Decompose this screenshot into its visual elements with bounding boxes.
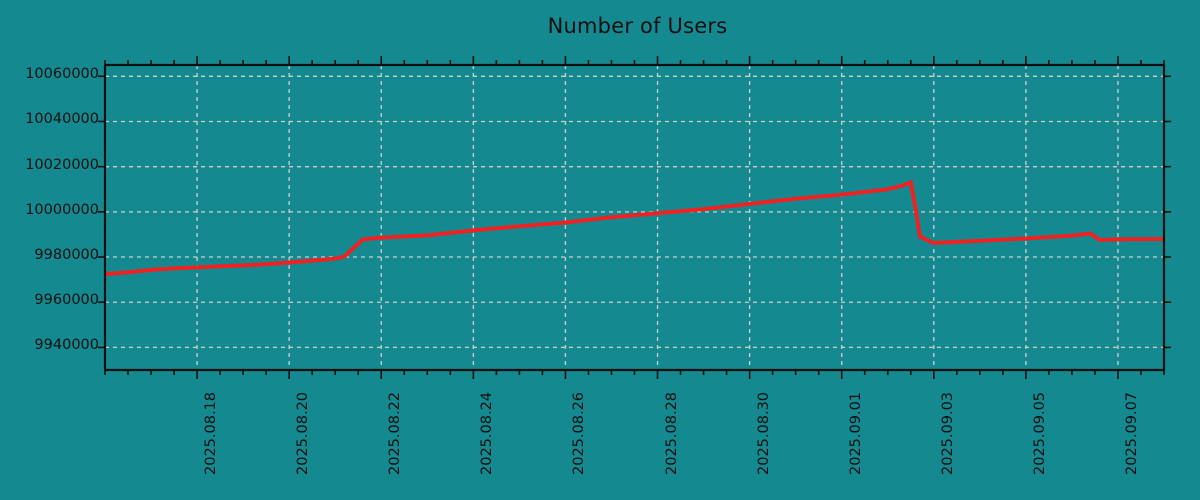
y-tick-label: 10000000 [25, 201, 99, 218]
x-tick-label: 2025.08.28 [663, 391, 680, 475]
data-line-number-of-users [104, 179, 1165, 276]
x-tick-label: 2025.08.24 [479, 391, 496, 475]
axis-spines [103, 63, 1166, 372]
y-tick-label: 9940000 [34, 337, 99, 354]
x-tick-label: 2025.09.03 [939, 391, 956, 475]
x-tick-label: 2025.08.20 [295, 391, 312, 475]
x-tick-label: 2025.08.18 [203, 391, 220, 475]
x-tick-label: 2025.09.05 [1031, 391, 1048, 475]
y-tick-label: 10020000 [25, 156, 99, 173]
y-axis-tick-labels: 9940000 9960000 9980000 10000000 10020000 100… [0, 0, 99, 500]
x-tick-label: 2025.09.07 [1123, 391, 1140, 475]
x-tick-label: 2025.08.22 [387, 391, 404, 475]
chart-title: Number of Users [547, 14, 728, 38]
x-tick-label: 2025.08.26 [571, 391, 588, 475]
gridlines [105, 65, 1164, 370]
y-tick-label: 9960000 [34, 292, 99, 309]
y-tick-label: 9980000 [34, 247, 99, 264]
plot-background [105, 65, 1164, 370]
y-tick-label: 10040000 [25, 111, 99, 128]
x-tick-label: 2025.08.30 [755, 391, 772, 475]
x-tick-label: 2025.09.01 [847, 391, 864, 475]
y-tick-label: 10060000 [25, 66, 99, 83]
